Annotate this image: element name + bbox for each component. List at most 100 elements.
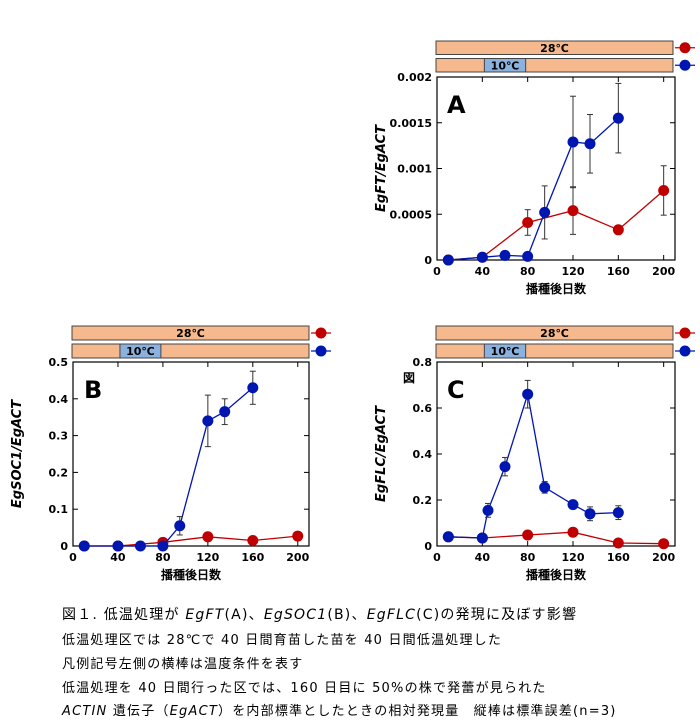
series-1: [78, 530, 304, 552]
data-point: [482, 504, 494, 516]
y-tick-label: 0.2: [413, 494, 433, 507]
legend-marker: [679, 42, 691, 54]
y-tick-label: 0.0015: [390, 117, 432, 130]
chart-panel-b: 28℃ 10℃ 0 0.1 0.2 0.3 0.4 0.5 0 40 80 120 160 200 播種後日…: [10, 325, 331, 582]
data-point: [442, 531, 454, 543]
plot-frame: [72, 361, 310, 547]
caption-mid-5: 遺伝子（: [107, 704, 170, 719]
caption-gene-egact: EgACT: [169, 704, 219, 719]
temperature-bar-label: 10℃: [491, 345, 520, 358]
caption-gene-soc1: EgSOC1: [263, 607, 328, 623]
y-axis-label: EgFT/EgACT: [374, 124, 389, 212]
y-tick-label: 0.6: [413, 402, 433, 415]
temperature-bar-label: 10℃: [126, 345, 155, 358]
cold-treatment-segment: [483, 58, 527, 73]
x-tick-label: 40: [110, 551, 126, 564]
temperature-bar-1: [435, 40, 674, 55]
plot-frame: [436, 361, 676, 547]
data-point: [78, 540, 90, 552]
legend-marker: [315, 327, 327, 339]
y-tick-label: 0: [424, 540, 432, 553]
x-tick-label: 80: [520, 265, 536, 278]
series-1: [442, 165, 670, 266]
data-point: [174, 520, 186, 532]
data-point: [567, 499, 579, 511]
data-point: [522, 529, 534, 541]
series-2: [442, 379, 624, 544]
data-point: [499, 461, 511, 473]
x-tick-label: 200: [652, 551, 675, 564]
temperature-bar-1: [435, 325, 674, 341]
data-point: [567, 205, 579, 217]
cold-treatment-segment: [119, 343, 162, 359]
x-tick-label: 200: [286, 551, 309, 564]
data-point: [612, 112, 624, 124]
y-tick-label: 0.001: [397, 163, 432, 176]
y-tick-label: 0.5: [49, 356, 69, 369]
y-axis-label: EgFLC/EgACT: [374, 405, 389, 502]
x-tick-label: 120: [196, 551, 219, 564]
data-point: [539, 481, 551, 493]
x-tick-label: 160: [607, 265, 630, 278]
data-point: [134, 540, 146, 552]
caption-line-4: 低温処理を 40 日間行った区では、160 日目に 50%の株で発蕾が見られた: [62, 681, 547, 696]
y-tick-label: 0.2: [49, 466, 69, 479]
cold-treatment-segment: [483, 343, 527, 359]
x-tick-label: 80: [155, 551, 171, 564]
panel-letter: C: [447, 376, 465, 404]
y-tick-label: 0.0005: [390, 208, 432, 221]
temperature-bar-1: [71, 325, 310, 341]
y-tick-label: 0: [60, 540, 68, 553]
panel-annotation: 図: [403, 371, 415, 385]
data-point: [522, 216, 534, 228]
data-point: [522, 388, 534, 400]
panel-letter: A: [447, 91, 466, 119]
data-point: [202, 531, 214, 543]
legend-marker: [679, 327, 691, 339]
x-axis-label: 播種後日数: [526, 281, 587, 296]
data-point: [499, 249, 511, 261]
data-point: [567, 136, 579, 148]
x-tick-label: 40: [475, 265, 491, 278]
data-point: [567, 526, 579, 538]
x-tick-label: 0: [433, 551, 441, 564]
x-tick-label: 0: [433, 265, 441, 278]
data-point: [612, 224, 624, 236]
y-tick-label: 0.4: [49, 393, 69, 406]
data-point: [112, 540, 124, 552]
data-point: [584, 508, 596, 520]
figure-svg: 28℃ 10℃ 0 0.0005 0.001 0.0015 0.002 0 40 80 120 160…: [10, 40, 695, 582]
x-tick-label: 120: [562, 265, 585, 278]
y-tick-label: 0.8: [413, 356, 433, 369]
series-2: [78, 370, 259, 552]
data-point: [202, 415, 214, 427]
temperature-bar-label: 10℃: [491, 59, 520, 72]
legend-marker: [315, 345, 327, 357]
temperature-bar-2: [435, 343, 674, 359]
data-point: [247, 382, 259, 394]
chart-panel-c: 28℃ 10℃ 0 0.2 0.4 0.6 0.8 0 40 80 120 160 200 播種後日数 Eg…: [374, 325, 695, 582]
caption-mid-1: (A)、: [224, 607, 264, 623]
data-point: [442, 254, 454, 266]
caption-suffix: (C)の発現に及ぼす影響: [416, 607, 578, 623]
caption-line-2: 低温処理区では 28℃で 40 日間育苗した苗を 40 日間低温処理した: [62, 633, 503, 648]
x-tick-label: 40: [475, 551, 491, 564]
temperature-bar-label: 28℃: [176, 327, 205, 340]
caption-prefix: 図１. 低温処理が: [62, 607, 186, 623]
y-tick-label: 0.1: [49, 503, 69, 516]
x-tick-label: 0: [69, 551, 77, 564]
x-tick-label: 120: [562, 551, 585, 564]
legend-marker: [679, 59, 691, 71]
data-point: [292, 530, 304, 542]
data-point: [658, 538, 670, 550]
data-point: [522, 250, 534, 262]
data-point: [584, 138, 596, 150]
legend-marker: [679, 345, 691, 357]
caption-line-3: 凡例記号左側の横棒は温度条件を表す: [62, 657, 304, 672]
caption-gene-actin: ACTIN: [62, 704, 108, 719]
caption-line-1: 図１. 低温処理が EgFT(A)、EgSOC1(B)、EgFLC(C)の発現に…: [62, 604, 577, 624]
data-point: [247, 534, 259, 546]
y-tick-label: 0.002: [397, 71, 432, 84]
caption-mid-2: (B)、: [327, 607, 367, 623]
x-tick-label: 160: [607, 551, 630, 564]
